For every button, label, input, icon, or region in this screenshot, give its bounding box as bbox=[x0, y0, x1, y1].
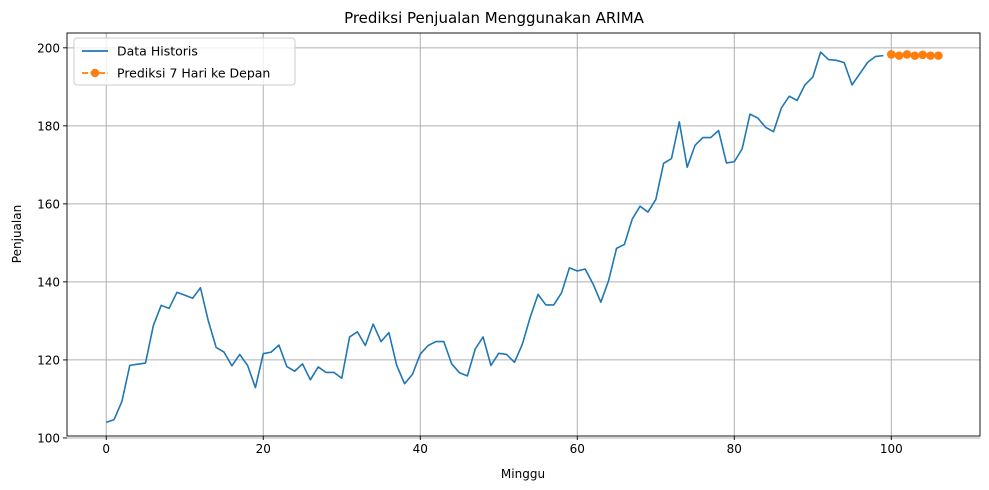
legend-box bbox=[73, 37, 296, 86]
x-tick-label: 20 bbox=[256, 442, 271, 456]
historical-series-line bbox=[105, 51, 884, 424]
plot-frame bbox=[66, 32, 981, 437]
y-tick-label: 200 bbox=[37, 41, 60, 55]
x-tick-label: 0 bbox=[102, 442, 110, 456]
x-tick-label: 40 bbox=[413, 442, 428, 456]
y-tick-label: 100 bbox=[37, 431, 60, 445]
grid bbox=[67, 33, 980, 439]
forecast-point bbox=[918, 50, 927, 60]
legend-forecast-label: Prediksi 7 Hari ke Depan bbox=[117, 66, 270, 81]
legend-forecast-marker bbox=[90, 68, 100, 78]
x-axis-label: Minggu bbox=[501, 467, 545, 481]
forecast-point bbox=[886, 50, 896, 59]
y-tick-label: 120 bbox=[37, 353, 60, 367]
forecast-point bbox=[894, 51, 904, 60]
x-axis-ticks: 0 20 40 60 80 100 bbox=[102, 436, 903, 456]
legend: Data Historis Prediksi 7 Hari ke Depan bbox=[73, 37, 296, 86]
y-tick-label: 160 bbox=[37, 197, 60, 211]
y-tick-label: 180 bbox=[37, 119, 60, 133]
forecast-point bbox=[902, 50, 912, 59]
y-axis-label: Penjualan bbox=[10, 205, 24, 263]
forecast-point bbox=[934, 51, 943, 60]
y-tick-label: 140 bbox=[37, 275, 60, 289]
x-tick-label: 60 bbox=[570, 442, 585, 456]
x-tick-label: 100 bbox=[880, 442, 903, 456]
series-layer bbox=[105, 50, 943, 424]
forecast-point bbox=[910, 51, 920, 60]
x-tick-label: 80 bbox=[727, 442, 742, 456]
chart-title: Prediksi Penjualan Menggunakan ARIMA bbox=[344, 9, 645, 27]
y-axis-ticks: 100 120 140 160 180 200 bbox=[37, 41, 67, 445]
legend-historical-label: Data Historis bbox=[117, 44, 198, 59]
forecast-point bbox=[926, 51, 935, 60]
